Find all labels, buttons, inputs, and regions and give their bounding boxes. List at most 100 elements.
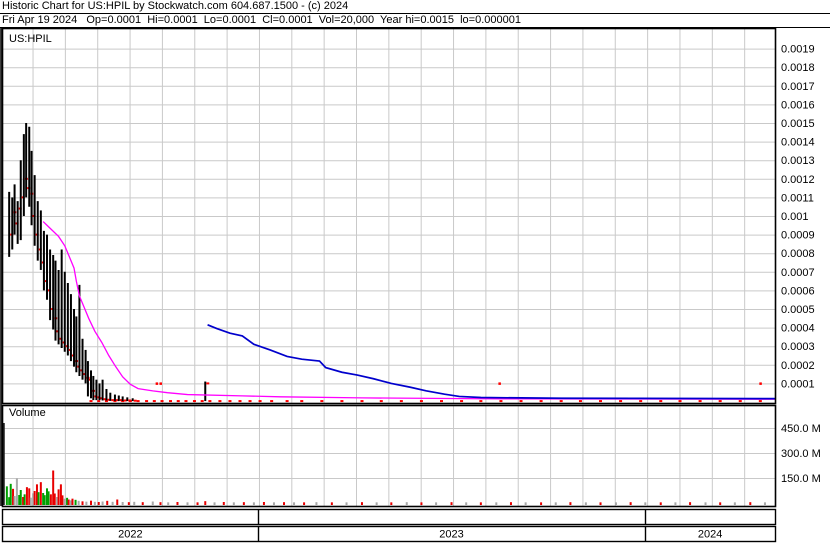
volume-bar: [360, 502, 363, 505]
price-tick-label: 0.0001: [781, 378, 815, 390]
volume-bar: [53, 493, 56, 505]
volume-bar: [315, 502, 318, 505]
price-tick-label: 0.0006: [781, 285, 815, 297]
volume-bar: [719, 502, 722, 505]
chart-header: Historic Chart for US:HPIL by Stockwatch…: [0, 0, 830, 28]
volume-bar: [39, 482, 42, 505]
volume-bar: [159, 502, 162, 505]
volume-bar: [57, 489, 60, 505]
volume-bar: [116, 499, 119, 505]
bottom-trade-ticks: [89, 400, 762, 403]
year-label: 2022: [118, 529, 142, 541]
volume-bar: [405, 502, 408, 505]
volume-bar: [704, 502, 707, 505]
year-label: 2023: [439, 529, 463, 541]
volume-bar: [345, 502, 348, 505]
price-tick-label: 0.0005: [781, 304, 815, 316]
volume-bar: [141, 502, 144, 505]
volume-bar: [63, 498, 66, 505]
volume-bar: [85, 501, 88, 505]
price-axis-labels: 0.0019 0.0018 0.0017 0.0016 0.0015 0.0014 0.00…: [781, 44, 815, 391]
volume-bar: [97, 502, 100, 505]
volume-bar: [59, 484, 62, 505]
volume-bar: [42, 493, 45, 505]
price-tick-label: 0.001: [781, 211, 809, 223]
volume-bar: [9, 483, 12, 505]
volume-bar: [69, 500, 72, 505]
volume-bar: [495, 502, 498, 505]
volume-bar: [5, 486, 8, 505]
volume-bar: [19, 490, 22, 505]
volume-tick-label: 150.0 M: [781, 473, 821, 485]
volume-bar: [15, 478, 18, 505]
volume-bar: [18, 495, 21, 505]
volume-bar: [2, 423, 5, 505]
price-tick-label: 0.0015: [781, 118, 815, 130]
volume-bar: [167, 502, 170, 505]
volume-bar: [29, 497, 32, 505]
price-tick-label: 0.0003: [781, 341, 815, 353]
volume-bar: [599, 502, 602, 505]
volume-bar: [22, 497, 25, 505]
grid-lines: [3, 28, 775, 506]
price-tick-label: 0.0017: [781, 81, 815, 93]
volume-bar: [81, 501, 84, 505]
volume-bar: [262, 502, 265, 505]
volume-bar: [52, 470, 55, 505]
price-tick-label: 0.0007: [781, 267, 815, 279]
volume-bar: [659, 502, 662, 505]
volume-bar: [93, 501, 96, 505]
volume-bar: [151, 501, 154, 505]
volume-bar: [111, 501, 114, 505]
volume-bar: [90, 500, 93, 505]
volume-bar: [644, 502, 647, 505]
volume-bar: [554, 502, 557, 505]
volume-bar: [749, 502, 752, 505]
volume-bar: [479, 502, 482, 505]
year-label: 2024: [698, 529, 722, 541]
volume-tick-label: 450.0 M: [781, 423, 821, 435]
volume-bar: [23, 494, 26, 505]
price-tick-label: 0.0016: [781, 99, 815, 111]
price-tick-label: 0.0009: [781, 230, 815, 242]
volume-bar: [252, 502, 255, 505]
volume-bar: [674, 502, 677, 505]
volume-bar: [283, 502, 286, 505]
volume-bar: [28, 488, 31, 505]
ma-slow-line: [207, 324, 776, 400]
volume-bar: [293, 502, 296, 505]
volume-bar: [222, 502, 225, 505]
volume-bar: [46, 488, 49, 505]
price-tick-label: 0.0018: [781, 62, 815, 74]
volume-bar: [763, 502, 766, 505]
volume-bar: [204, 501, 207, 505]
volume-bar: [213, 502, 216, 505]
price-tick-label: 0.0014: [781, 137, 815, 149]
volume-bar: [614, 502, 617, 505]
ma-fast-line: [42, 221, 776, 400]
volume-bar: [35, 484, 38, 505]
volume-bar: [56, 497, 59, 505]
volume-bar: [584, 502, 587, 505]
volume-bar: [106, 500, 109, 505]
volume-bar: [176, 502, 179, 505]
volume-bar: [390, 502, 393, 505]
volume-bar: [509, 502, 512, 505]
price-tick-label: 0.0013: [781, 155, 815, 167]
header-quote-line: Fri Apr 19 2024 Op=0.0001 Hi=0.0001 Lo=0…: [0, 14, 830, 28]
price-tick-label: 0.0008: [781, 248, 815, 260]
pane-frames: [0, 28, 777, 508]
volume-bar: [33, 491, 36, 505]
volume-bar: [127, 502, 130, 505]
volume-bar: [303, 502, 306, 505]
header-title-line: Historic Chart for US:HPIL by Stockwatch…: [0, 0, 830, 14]
volume-bar: [569, 502, 572, 505]
volume-bar: [121, 502, 124, 505]
volume-bar: [196, 502, 199, 505]
volume-bar: [71, 498, 74, 505]
volume-bar: [47, 491, 50, 505]
volume-bars: [2, 423, 766, 505]
volume-bar: [43, 495, 46, 505]
volume-bar: [133, 501, 136, 505]
isolated-trade-dots: [155, 382, 762, 385]
